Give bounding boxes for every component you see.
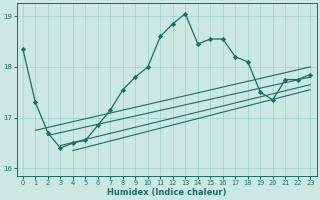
X-axis label: Humidex (Indice chaleur): Humidex (Indice chaleur): [107, 188, 226, 197]
